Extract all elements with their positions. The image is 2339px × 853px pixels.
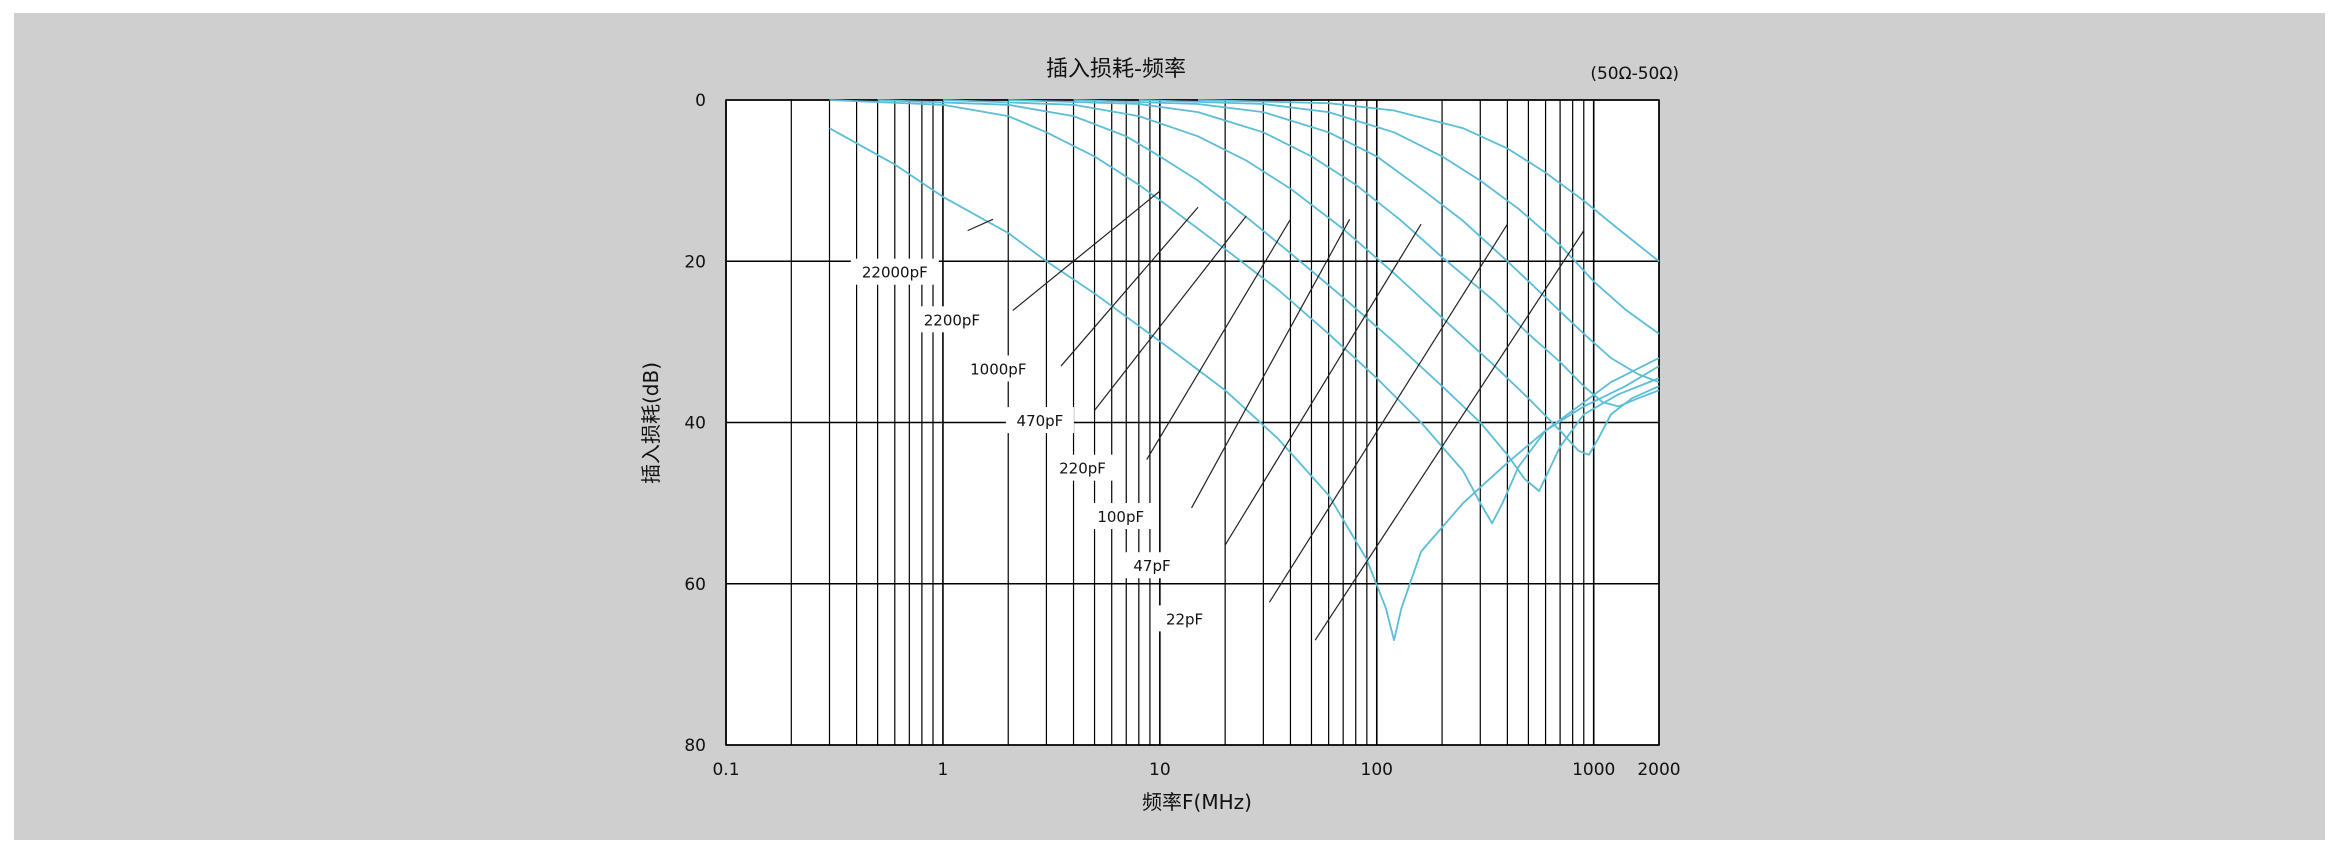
x-tick-label: 100 — [1361, 760, 1393, 780]
leader-line — [1268, 223, 1508, 603]
grid — [725, 99, 1660, 746]
x-tick-label: 1 — [938, 760, 949, 780]
series-curve — [829, 99, 1660, 525]
series-label: 22000pF — [862, 264, 928, 282]
leader-line — [1060, 206, 1199, 367]
series-curve — [829, 127, 1660, 642]
leader-line — [1094, 215, 1247, 411]
series-label: 100pF — [1097, 508, 1144, 526]
series-curve — [942, 99, 1660, 456]
series-label: 470pF — [1017, 412, 1064, 430]
leader-lines — [967, 190, 1585, 641]
series-label-box — [1005, 407, 1074, 434]
series-label-box — [960, 355, 1037, 382]
x-tick-label: 2000 — [1637, 760, 1680, 780]
tick-labels: 0.1 1 10 100 1000 2000 0 20 40 60 80 — [684, 91, 1680, 780]
series-curve — [1008, 99, 1660, 408]
series-label-box — [1086, 503, 1155, 530]
y-tick-label: 20 — [684, 252, 706, 272]
x-tick-label: 10 — [1149, 760, 1171, 780]
series-label: 1000pF — [970, 360, 1026, 378]
leader-line — [1314, 230, 1585, 641]
series-label-box — [913, 306, 990, 333]
x-tick-label: 0.1 — [712, 760, 739, 780]
series-curve — [1138, 99, 1660, 335]
series-curve — [1073, 99, 1660, 384]
leader-line — [1012, 190, 1161, 311]
curves — [829, 99, 1660, 642]
chart-subtitle: (50Ω-50Ω) — [1590, 64, 1679, 84]
x-tick-label: 1000 — [1572, 760, 1615, 780]
series-label: 47pF — [1133, 557, 1170, 575]
series-label-box — [1048, 454, 1117, 481]
leader-line — [1224, 223, 1422, 546]
chart-frame: 22000pF 2200pF 1000pF 470pF 220pF 100pF 47pF 22… — [14, 13, 2325, 840]
series-label-box — [850, 258, 939, 285]
leader-line — [967, 218, 994, 232]
leader-line — [1191, 219, 1351, 509]
leader-line — [1146, 219, 1291, 460]
series-label: 22pF — [1166, 610, 1203, 628]
y-tick-label: 60 — [684, 575, 706, 595]
y-axis-label: 插入损耗(dB) — [639, 362, 663, 484]
series-curve — [1197, 99, 1660, 263]
chart-title: 插入损耗-频率 — [1046, 57, 1186, 82]
x-axis-label: 频率F(MHz) — [1142, 790, 1252, 814]
series-curve — [877, 99, 1660, 492]
series-label-box — [1122, 552, 1181, 579]
y-tick-label: 40 — [684, 414, 706, 434]
series-label: 220pF — [1059, 460, 1106, 478]
insertion-loss-chart: 22000pF 2200pF 1000pF 470pF 220pF 100pF 47pF 22… — [639, 57, 1681, 814]
y-tick-label: 80 — [684, 736, 706, 756]
y-tick-label: 0 — [695, 91, 706, 111]
series-label-box — [1155, 605, 1214, 632]
series-labels: 22000pF 2200pF 1000pF 470pF 220pF 100pF 47pF 22… — [850, 258, 1214, 632]
series-label: 2200pF — [924, 311, 980, 329]
